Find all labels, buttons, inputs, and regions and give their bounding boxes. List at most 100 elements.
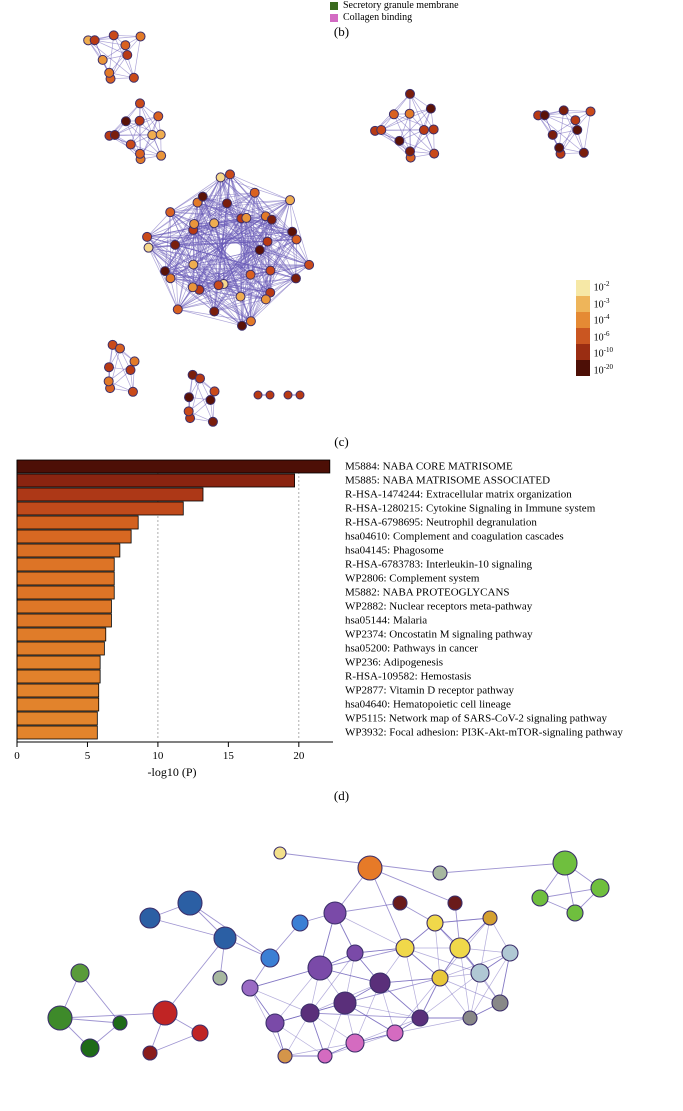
color-scale-tick-label: 10-10 xyxy=(594,346,613,359)
bar-label: WP236: Adipogenesis xyxy=(345,657,443,669)
color-scale-tick-label: 10-2 xyxy=(594,280,613,293)
network-node xyxy=(347,945,363,961)
bar xyxy=(17,614,111,627)
network-node xyxy=(396,939,414,957)
bar xyxy=(17,670,100,683)
network-node xyxy=(432,970,448,986)
bar xyxy=(17,530,131,543)
network-node xyxy=(412,1010,428,1026)
network-node xyxy=(153,1001,177,1025)
bar-label: WP3932: Focal adhesion: PI3K-Akt-mTOR-si… xyxy=(345,727,623,739)
bar xyxy=(17,474,295,487)
bar xyxy=(17,572,114,585)
color-scale-stop xyxy=(576,360,590,376)
color-scale-tick-label: 10-3 xyxy=(594,297,613,310)
network-node xyxy=(334,992,356,1014)
network-node xyxy=(71,964,89,982)
color-scale-stop xyxy=(576,312,590,328)
panel-b: Secretory granule membraneCollagen bindi… xyxy=(0,0,683,430)
panel-c-label: (c) xyxy=(0,430,683,454)
color-scale-tick-label: 10-6 xyxy=(594,330,613,343)
network-node xyxy=(532,890,548,906)
network-node xyxy=(113,1016,127,1030)
bar-label: WP2806: Complement system xyxy=(345,573,480,585)
network-node xyxy=(140,908,160,928)
bar xyxy=(17,488,203,501)
network-node xyxy=(308,956,332,980)
bar xyxy=(17,502,183,515)
bar-label: R-HSA-6783783: Interleukin-10 signaling xyxy=(345,559,532,571)
network-node xyxy=(393,896,407,910)
color-scale-stop xyxy=(576,344,590,360)
panel-d-label: (d) xyxy=(0,784,683,808)
bar-label: R-HSA-1474244: Extracellular matrix orga… xyxy=(345,489,572,501)
panel-c: (c) M5884: NABA CORE MATRISOME M5885: NAB… xyxy=(0,430,683,784)
network-node xyxy=(81,1039,99,1057)
panel-c-barchart: M5884: NABA CORE MATRISOME M5885: NABA MA… xyxy=(7,454,677,784)
svg-text:20: 20 xyxy=(293,750,305,762)
bar-label: WP5115: Network map of SARS-CoV-2 signal… xyxy=(345,713,607,725)
network-node xyxy=(261,949,279,967)
network-node xyxy=(567,905,583,921)
bar xyxy=(17,656,100,669)
bar xyxy=(17,642,104,655)
network-node xyxy=(266,1014,284,1032)
bar-label: M5884: NABA CORE MATRISOME xyxy=(345,461,513,473)
color-scale-labels: 10-2 10-3 10-4 10-6 10-10 10-20 xyxy=(594,280,613,376)
network-node xyxy=(292,915,308,931)
panel-b-label: (b) xyxy=(0,20,683,44)
network-node xyxy=(143,1046,157,1060)
network-node xyxy=(450,938,470,958)
network-node xyxy=(346,1034,364,1052)
color-scale-stop xyxy=(576,328,590,344)
network-node xyxy=(318,1049,332,1063)
bar-label: WP2877: Vitamin D receptor pathway xyxy=(345,685,514,697)
network-node xyxy=(213,971,227,985)
network-node xyxy=(278,1049,292,1063)
bar-label: R-HSA-109582: Hemostasis xyxy=(345,671,471,683)
color-scale-stop xyxy=(576,296,590,312)
color-scale-tick-label: 10-4 xyxy=(594,313,613,326)
bar-label: M5882: NABA PROTEOGLYCANS xyxy=(345,587,510,599)
bar-label: M5885: NABA MATRISOME ASSOCIATED xyxy=(345,475,550,487)
network-node xyxy=(553,851,577,875)
network-node xyxy=(463,1011,477,1025)
network-node xyxy=(178,891,202,915)
network-node xyxy=(492,995,508,1011)
bar xyxy=(17,516,138,529)
bar xyxy=(17,600,111,613)
panel-d: (d) xyxy=(0,784,683,1074)
color-scale-bar xyxy=(576,280,590,376)
network-node xyxy=(301,1004,319,1022)
legend-text: Secretory granule membrane xyxy=(343,0,459,12)
bar xyxy=(17,628,106,641)
bar-label: hsa05200: Pathways in cancer xyxy=(345,643,478,655)
bar xyxy=(17,460,330,473)
network-node xyxy=(433,866,447,880)
svg-text:10: 10 xyxy=(152,750,164,762)
legend-row: Secretory granule membrane xyxy=(330,0,459,12)
bar-label: hsa04640: Hematopoietic cell lineage xyxy=(345,699,511,711)
color-scale-legend: 10-2 10-3 10-4 10-6 10-10 10-20 xyxy=(576,280,613,376)
network-node xyxy=(427,915,443,931)
bar-label: R-HSA-1280215: Cytokine Signaling in Imm… xyxy=(345,503,596,515)
bar xyxy=(17,544,120,557)
network-node xyxy=(324,902,346,924)
network-node xyxy=(483,911,497,925)
network-node xyxy=(370,973,390,993)
network-node xyxy=(214,927,236,949)
legend-swatch xyxy=(330,2,338,10)
bar-label: hsa04145: Phagosome xyxy=(345,545,444,557)
bar xyxy=(17,726,97,739)
color-scale-tick-label: 10-20 xyxy=(594,363,613,376)
bar-label: WP2374: Oncostatin M signaling pathway xyxy=(345,629,533,641)
network-node xyxy=(502,945,518,961)
color-scale-stop xyxy=(576,280,590,296)
x-axis-label: -log10 (P) xyxy=(147,765,196,779)
bar-label: hsa04610: Complement and coagulation cas… xyxy=(345,531,564,543)
panel-d-network xyxy=(0,808,683,1088)
bar-label: R-HSA-6798695: Neutrophil degranulation xyxy=(345,517,537,529)
network-node xyxy=(192,1025,208,1041)
bar-label: hsa05144: Malaria xyxy=(345,615,427,627)
svg-text:5: 5 xyxy=(84,750,90,762)
